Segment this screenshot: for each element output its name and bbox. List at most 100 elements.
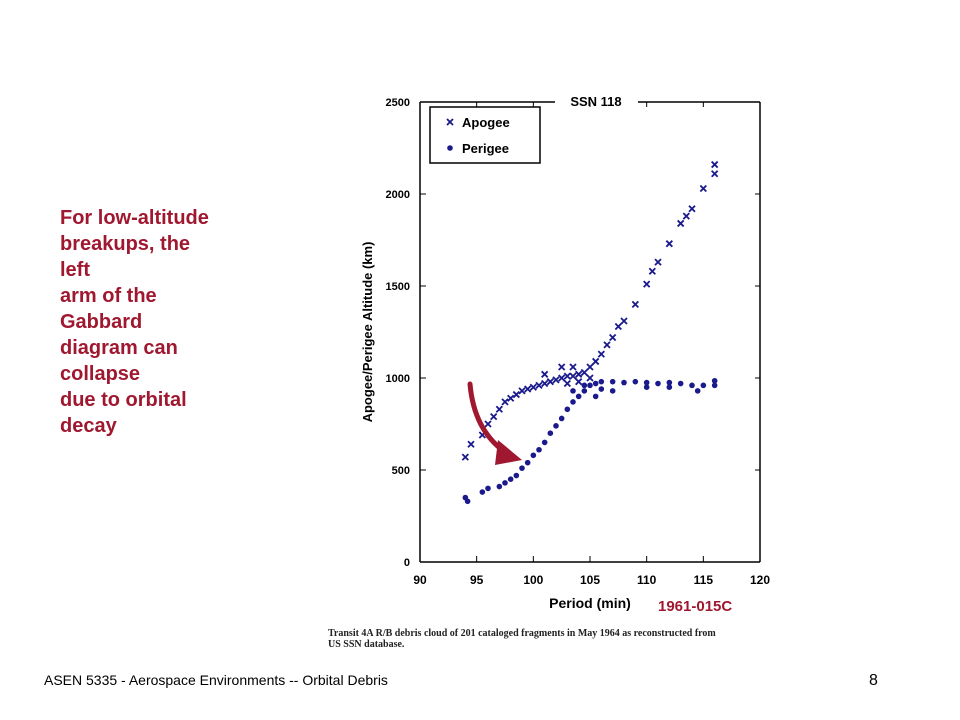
x-tick-label: 115 [694, 573, 714, 587]
perigee-point [655, 380, 661, 387]
apogee-point [665, 240, 673, 248]
perigee-point [581, 382, 588, 389]
perigee-point [502, 480, 508, 486]
apogee-point [682, 212, 690, 220]
apogee-point [467, 440, 475, 448]
apogee-point [518, 387, 526, 395]
apogee-point [575, 378, 583, 386]
apogee-point [569, 372, 577, 380]
callout-line: collapse [60, 363, 141, 385]
decay-arrow-head [495, 440, 522, 465]
perigee-point [711, 382, 718, 389]
perigee-point [581, 388, 588, 394]
apogee-point [711, 170, 719, 178]
y-tick-label: 1500 [386, 281, 410, 293]
perigee-point [464, 498, 471, 505]
apogee-point [535, 381, 543, 389]
legend-box [429, 106, 541, 164]
perigee-point [592, 393, 599, 400]
perigee-point [530, 452, 537, 459]
perigee-point [575, 393, 582, 400]
apogee-point [688, 205, 696, 213]
legend-perigee-marker [447, 145, 453, 151]
y-tick-label: 0 [404, 557, 410, 569]
perigee-point [598, 386, 605, 392]
apogee-point [558, 363, 566, 371]
callout-line: Gabbard [60, 311, 143, 333]
footer-course-title: ASEN 5335 - Aerospace Environments -- Or… [44, 672, 388, 688]
legend-perigee-label: Perigee [462, 141, 509, 156]
apogee-point [541, 370, 549, 378]
apogee-point [529, 383, 537, 391]
apogee-point [631, 300, 639, 309]
apogee-point [501, 398, 509, 406]
apogee-point [524, 385, 532, 393]
x-axis-label: Period (min) [549, 595, 631, 611]
perigee-point [524, 459, 531, 466]
callout-line: For low-altitude [60, 207, 209, 229]
y-tick-label: 1000 [386, 373, 410, 385]
perigee-point [621, 379, 627, 386]
callout-line: left [60, 259, 90, 281]
apogee-point [558, 374, 566, 382]
y-tick-label: 2000 [386, 189, 410, 201]
apogee-point [546, 378, 554, 386]
perigee-point [519, 465, 525, 471]
apogee-point [699, 184, 707, 193]
callout-line: due to orbital [60, 389, 187, 411]
perigee-point [479, 489, 486, 495]
y-tick-label: 2500 [386, 97, 410, 109]
perigee-point [485, 485, 491, 492]
x-tick-label: 120 [750, 573, 770, 587]
apogee-point [575, 370, 583, 378]
apogee-point [711, 160, 719, 169]
perigee-point [547, 430, 554, 437]
apogee-point [541, 379, 549, 388]
x-tick-label: 105 [580, 573, 600, 587]
perigee-point [711, 377, 718, 384]
page-number: 8 [869, 672, 878, 689]
perigee-point [677, 380, 684, 387]
apogee-point [620, 317, 628, 325]
perigee-point [694, 388, 701, 394]
x-tick-label: 100 [523, 573, 543, 587]
apogee-point [507, 394, 515, 402]
apogee-point [563, 379, 571, 388]
caption-line: Transit 4A R/B debris cloud of 201 catal… [328, 628, 716, 639]
apogee-point [495, 405, 503, 413]
figure-caption: Transit 4A R/B debris cloud of 201 catal… [328, 628, 808, 650]
callout-text: For low-altitude breakups, the left arm … [60, 205, 260, 439]
perigee-point [700, 382, 707, 389]
callout-line: diagram can [60, 337, 178, 359]
perigee-point [541, 439, 548, 446]
perigee-point [643, 379, 650, 386]
apogee-point [603, 341, 611, 349]
caption-line: US SSN database. [328, 639, 405, 650]
perigee-point [587, 382, 593, 389]
apogee-point [643, 280, 651, 288]
apogee-point [580, 368, 588, 377]
apogee-point [563, 372, 571, 380]
legend-apogee-label: Apogee [462, 115, 510, 130]
apogee-point [461, 453, 469, 461]
apogee-point [609, 333, 617, 342]
apogee-point [512, 390, 520, 399]
apogee-point [614, 322, 622, 331]
apogee-point [490, 413, 498, 421]
perigee-point [536, 446, 542, 453]
apogee-point [677, 219, 685, 228]
apogee-point [648, 267, 656, 275]
perigee-point [632, 378, 639, 385]
perigee-point [609, 388, 616, 394]
legend-apogee-marker [446, 118, 454, 126]
y-axis-label: Apogee/Perigee Altitude (km) [360, 242, 375, 423]
perigee-point [570, 388, 576, 394]
perigee-point [496, 483, 503, 490]
x-tick-label: 90 [413, 573, 427, 587]
apogee-point [484, 420, 492, 428]
perigee-point [598, 378, 605, 385]
fragment-id-label: 1961-015C [658, 598, 733, 615]
callout-line: arm of the [60, 285, 157, 307]
x-tick-label: 95 [470, 573, 484, 587]
